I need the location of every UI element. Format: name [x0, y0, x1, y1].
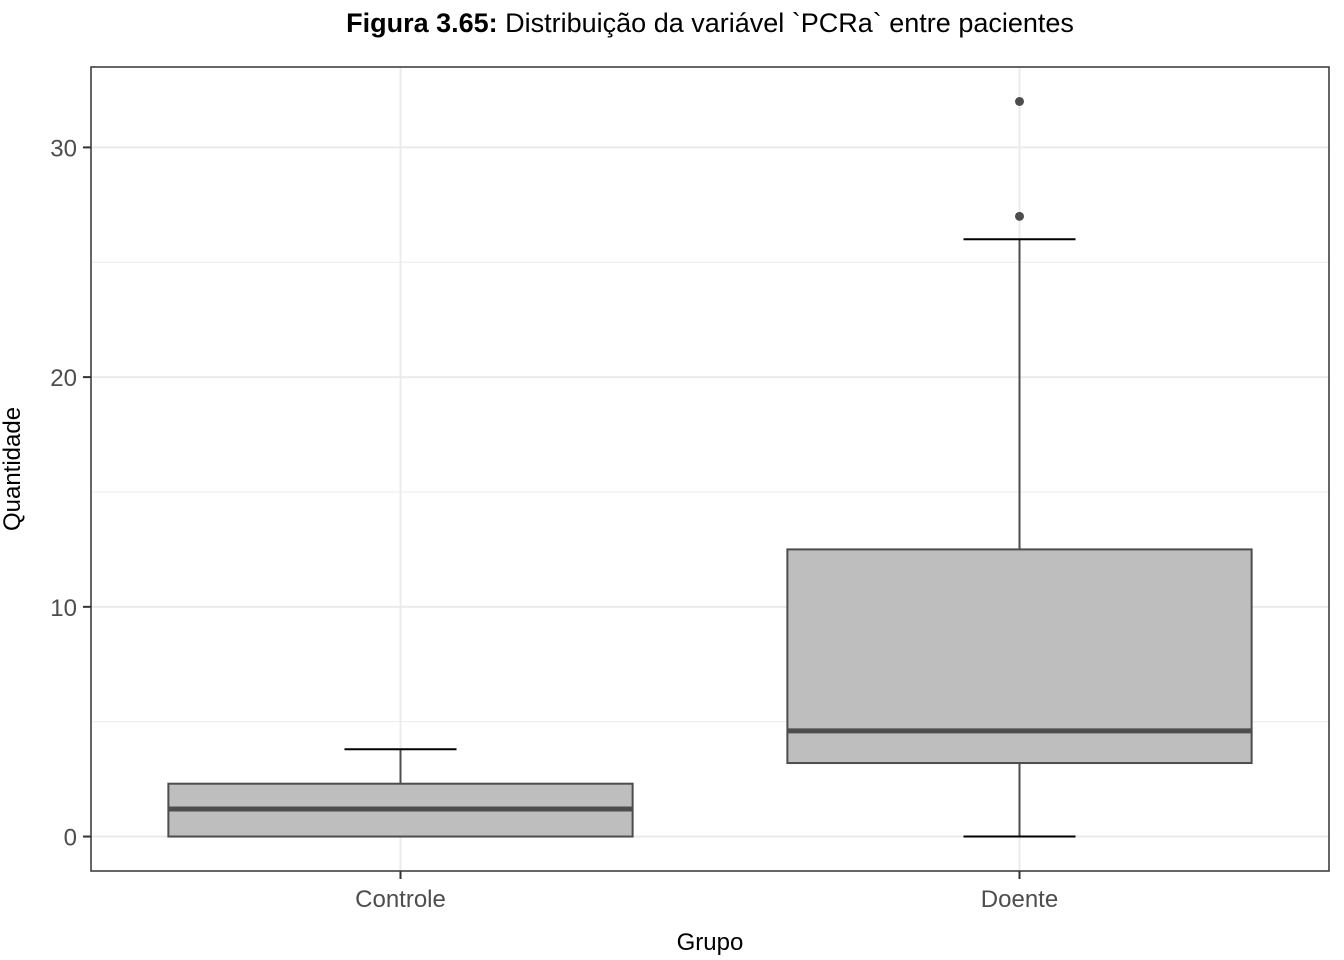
panel-border [90, 66, 1330, 872]
x-axis-title: Grupo [677, 929, 744, 956]
x-tick-label: Doente [981, 886, 1058, 913]
box-controle [167, 748, 634, 838]
y-tick-label: 20 [50, 365, 77, 392]
chart-title-prefix: Figura 3.65: [346, 8, 498, 38]
boxes [167, 96, 1253, 838]
y-axis-title: Quantidade [0, 407, 26, 531]
chart-title: Figura 3.65: Distribuição da variável `P… [346, 8, 1074, 38]
chart-title-rest: Distribuição da variável `PCRa` entre pa… [498, 8, 1074, 38]
box-iqr [786, 548, 1253, 765]
y-tick-label: 0 [64, 825, 77, 852]
x-tick-label: Controle [355, 886, 446, 913]
box-doente [786, 96, 1253, 838]
y-tick-label: 30 [50, 135, 77, 162]
axes: 0 10 20 30 Controle Doente [50, 135, 1058, 913]
outlier-point [1015, 96, 1024, 106]
outlier-point [1015, 211, 1024, 221]
y-tick-label: 10 [50, 595, 77, 622]
